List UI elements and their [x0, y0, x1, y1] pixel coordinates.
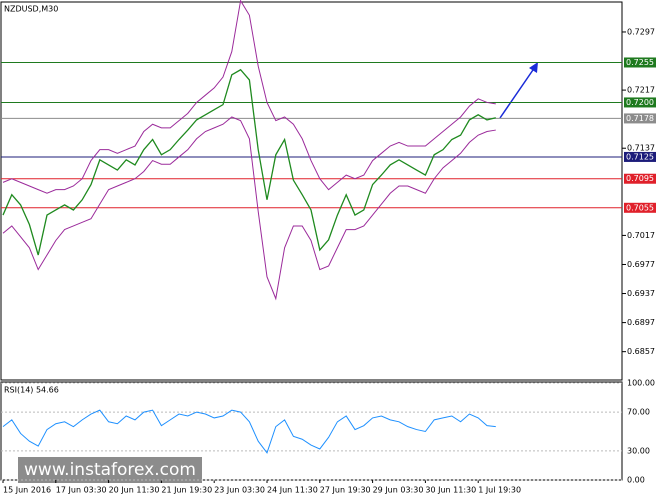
rsi-line — [2, 409, 496, 454]
level-label: 0.7125 — [626, 152, 654, 161]
price-pane — [0, 1, 623, 381]
rsi-tick-label: 30.00 — [627, 446, 650, 455]
band-line — [2, 0, 496, 194]
x-tick-label: 20 Jun 11:30 — [109, 486, 160, 495]
level-label: 0.7055 — [626, 203, 654, 212]
price-line — [2, 68, 496, 256]
level-label: 0.7255 — [626, 58, 654, 67]
forecast-arrow — [499, 66, 536, 119]
y-tick-label: 0.6897 — [627, 318, 655, 327]
x-tick-label: 23 Jun 03:30 — [214, 486, 265, 495]
arrow-head — [529, 62, 538, 73]
rsi-tick-label: 100.00 — [627, 379, 655, 388]
x-tick-label: 17 Jun 03:30 — [56, 486, 107, 495]
level-label: 0.7095 — [626, 174, 654, 183]
level-label-box — [624, 97, 656, 108]
y-tick-label: 0.6937 — [627, 289, 655, 298]
y-tick-label: 0.7017 — [627, 231, 655, 240]
rsi-pane — [0, 381, 623, 481]
rsi-tick-label: 70.00 — [627, 408, 650, 417]
x-tick-label: 27 Jun 19:30 — [320, 486, 371, 495]
level-label-box — [624, 113, 656, 124]
watermark: www.instaforex.com — [24, 460, 196, 480]
y-tick-label: 0.6977 — [627, 260, 655, 269]
level-label-box — [624, 57, 656, 68]
level-label: 0.7178 — [626, 114, 654, 123]
y-tick-label: 0.7297 — [627, 27, 655, 36]
x-tick-label: 1 Jul 19:30 — [478, 486, 521, 495]
level-label-box — [624, 202, 656, 213]
y-tick-label: 0.7217 — [627, 86, 655, 95]
y-tick-label: 0.6857 — [627, 347, 655, 356]
x-tick-label: 24 Jun 11:30 — [267, 486, 318, 495]
level-label: 0.7200 — [626, 98, 654, 107]
rsi-title: RSI(14) 54.66 — [4, 386, 59, 395]
band-line — [2, 116, 496, 301]
watermark-box — [18, 457, 202, 483]
x-tick-label: 30 Jun 11:30 — [425, 486, 476, 495]
y-tick-label: 0.7137 — [627, 144, 655, 153]
chart-title: NZDUSD,M30 — [4, 5, 58, 14]
x-tick-label: 29 Jun 03:30 — [373, 486, 424, 495]
level-label-box — [624, 151, 656, 162]
rsi-tick-label: 0.00 — [627, 476, 645, 485]
x-tick-label: 21 Jun 19:30 — [161, 486, 212, 495]
x-tick-label: 15 Jun 2016 — [3, 486, 51, 495]
level-label-box — [624, 173, 656, 184]
